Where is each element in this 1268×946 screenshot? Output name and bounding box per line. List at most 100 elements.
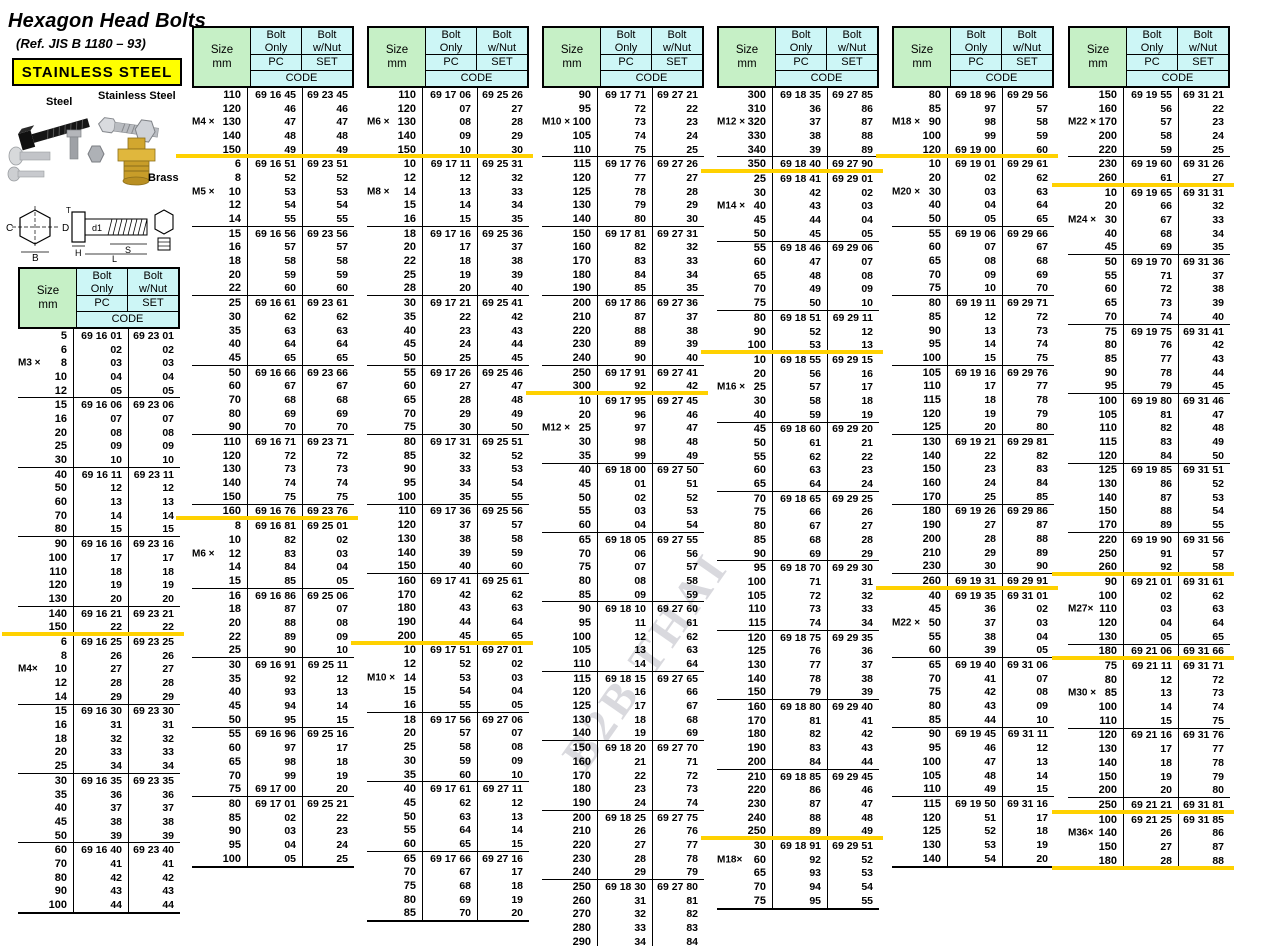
pc-code-cell: 43: [773, 199, 828, 214]
size-cell: 15: [18, 398, 74, 413]
pc-code-cell: 69 18 00: [598, 463, 653, 478]
table-row: 70 41 41: [18, 857, 180, 871]
set-code-cell: 74: [336, 477, 348, 490]
size-cell: 60: [542, 518, 598, 532]
pc-code-cell: 41: [74, 857, 129, 871]
pc-code-cell: 27: [1124, 840, 1179, 854]
set-code-cell: 73: [686, 783, 698, 796]
size-group: 130 69 19 21 69 29 81 140 22 82 150 23 83 160 24 84…: [892, 434, 1054, 504]
table-row: 180 69 19 26 69 29 86: [892, 504, 1054, 519]
set-header: SET: [826, 55, 877, 70]
table-row: 55 69 18 46 69 29 06: [717, 241, 879, 256]
table-row: 65 28 48: [367, 393, 529, 407]
bolt-only-header: Bolt Only: [77, 269, 127, 295]
set-code-cell: 74: [1036, 338, 1048, 351]
set-code-cell: 69 27 16: [482, 852, 523, 865]
table-row: 60 69 16 40 69 23 40: [18, 843, 180, 858]
only-word: Only: [1140, 41, 1164, 54]
set-code-cell: 69 23 40: [133, 844, 174, 857]
size-group: 90 69 16 16 69 23 16 100 17 17 110 18 18 120 19 19 1…: [18, 536, 180, 606]
set-code-cell: 83: [686, 922, 698, 935]
size-cell: 18: [367, 226, 423, 241]
size-cell: 95: [542, 616, 598, 630]
size-cell: 45: [367, 337, 423, 352]
size-cell: M20 × 30: [892, 184, 948, 199]
size-cell: M14 × 40: [717, 199, 773, 214]
table-row: 25 19 39: [367, 267, 529, 282]
size-cell: 80: [717, 519, 773, 533]
size-cell: 100: [1068, 700, 1124, 714]
pc-code-cell: 19: [74, 578, 129, 593]
size-cell: 30: [542, 435, 598, 449]
table-row: 22 89 09: [192, 629, 354, 644]
pc-code-cell: 02: [248, 810, 303, 825]
table-row: 120 04 64: [1068, 616, 1230, 630]
size-cell: 35: [542, 448, 598, 463]
table-row: 130 05 65: [1068, 629, 1230, 644]
dim-label-c: C: [6, 223, 13, 234]
table-row: 130 53 19: [892, 838, 1054, 852]
set-code-cell: 28: [511, 116, 523, 129]
size-cell: 50: [542, 490, 598, 505]
size-cell: 120: [892, 406, 948, 421]
set-code-cell: 52: [511, 449, 523, 462]
size-group: 65 69 19 40 69 31 06 70 41 07 75 42 08 80 43 09 85 44…: [892, 657, 1054, 727]
table-row: 12 52 02: [367, 657, 529, 671]
pc-code-cell: 69 16 61: [248, 296, 303, 310]
pc-code-cell: 57: [773, 380, 828, 395]
table-row: M18 × 90 98 58: [892, 115, 1054, 130]
table-row: 105 72 32: [717, 588, 879, 603]
table-row: 50 39 39: [18, 828, 180, 843]
table-row: 125 52 18: [892, 824, 1054, 839]
pc-code-cell: 69 21 01: [1124, 575, 1179, 589]
bolt-wnut-header: Bolt w/Nut: [127, 269, 178, 295]
set-code-cell: 47: [511, 380, 523, 393]
size-cell: 80: [192, 406, 248, 421]
size-cell: 220: [1068, 533, 1124, 547]
table-row: 55 38 04: [892, 629, 1054, 644]
table-row: 130 77 37: [717, 658, 879, 672]
set-code-cell: 52: [861, 853, 873, 866]
set-code-cell: 86: [1212, 827, 1224, 840]
pc-code-cell: 50: [773, 296, 828, 310]
set-code-cell: 24: [336, 838, 348, 851]
table-row: 220 69 19 90 69 31 56: [1068, 533, 1230, 547]
set-code-cell: 78: [686, 852, 698, 865]
table-row: 50 25 45: [367, 351, 529, 365]
size-cell: 120: [892, 142, 948, 157]
pc-code-cell: 18: [74, 564, 129, 579]
size-cell: 140: [367, 545, 423, 560]
table-row: 260 69 19 31 69 29 91: [892, 574, 1054, 588]
set-code-cell: 15: [511, 837, 523, 850]
set-code-cell: 65: [511, 629, 523, 642]
size-group: 55 69 18 46 69 29 06 60 47 07 65 48 08 70 49 09 75 50…: [717, 240, 879, 310]
table-row: 250 69 21 21 69 31 81: [1068, 798, 1230, 812]
table-row: 160 21 71: [542, 755, 704, 769]
pc-code-cell: 08: [598, 574, 653, 588]
pc-code-cell: 69 17 51: [423, 643, 478, 658]
table-row: M8 × 14 13 33: [367, 184, 529, 199]
header-right: Bolt Only Bolt w/Nut PC SET CODE: [77, 269, 178, 327]
table-row: 16 69 16 86 69 25 06: [192, 588, 354, 603]
set-code-cell: 42: [861, 728, 873, 741]
pc-code-cell: 48: [948, 768, 1003, 783]
table-row: 90 03 23: [192, 824, 354, 839]
size-cell: 10: [1068, 185, 1124, 200]
bolt-wnut-header: Bolt w/Nut: [1177, 28, 1228, 54]
size-cell: 85: [192, 810, 248, 825]
size-cell: 75: [892, 685, 948, 700]
set-code-cell: 75: [336, 490, 348, 503]
size-cell: 6: [192, 157, 248, 172]
size-cell: M5 × 10: [192, 184, 248, 199]
size-cell: 160: [542, 755, 598, 769]
size-cell: 80: [892, 699, 948, 713]
set-code-cell: 45: [511, 351, 523, 364]
size-group: 15 69 16 30 69 23 30 16 31 31 18 32 32 20 33 33 25 34…: [18, 703, 180, 773]
yellow-separator: [876, 585, 1058, 590]
size-cell: 260: [1068, 171, 1124, 185]
set-code-cell: 38: [162, 815, 174, 828]
pc-code-cell: 71: [1124, 268, 1179, 283]
size-cell: 100: [892, 351, 948, 365]
size-cell: 260: [542, 893, 598, 908]
pc-code-cell: 38: [948, 629, 1003, 644]
